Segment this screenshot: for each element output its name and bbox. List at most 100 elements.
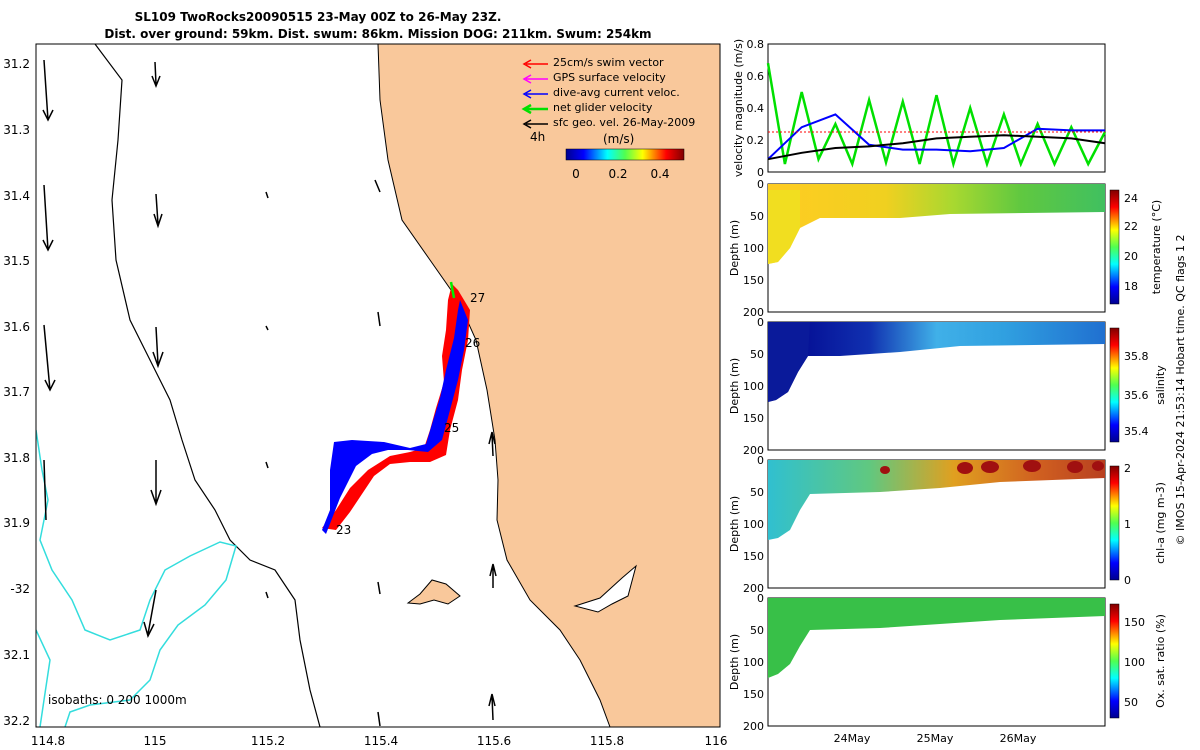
legend-item: sfc geo. vel. 26-May-2009 xyxy=(553,116,695,129)
estuary xyxy=(573,564,637,613)
map-y-tick: 31.5 xyxy=(3,254,30,268)
day-label-23: 23 xyxy=(336,523,351,537)
map-y-tick: 32.1 xyxy=(3,648,30,662)
velocity-lines xyxy=(766,62,1107,169)
map-y-tick: 31.7 xyxy=(3,385,30,399)
depth-tick: 50 xyxy=(750,348,764,361)
depth-tick: 50 xyxy=(750,486,764,499)
depth-tick: 0 xyxy=(757,454,764,467)
depth-tick: 150 xyxy=(743,274,764,287)
velocity-panel: 0 0.2 0.4 0.6 0.8 velocity magnitude (m/… xyxy=(732,38,1107,179)
legend-item: net glider velocity xyxy=(553,101,653,114)
section-colorbar-labels: 24 22 20 18 temperature (°C) 35.8 35.6 3… xyxy=(1124,192,1167,709)
footer-credit: © IMOS 15-Apr-2024 21:53:14 Hobart time.… xyxy=(1174,235,1187,546)
vel-y-tick: 0.8 xyxy=(747,38,765,51)
cbar-tick: 50 xyxy=(1124,696,1138,709)
velocity-series-line xyxy=(767,134,1106,161)
time-tick: 26May xyxy=(1000,732,1037,745)
depth-tick: 200 xyxy=(743,582,764,595)
depth-tick: 200 xyxy=(743,444,764,457)
sfc-geo-vectors xyxy=(42,59,497,727)
depth-tick: 0 xyxy=(757,178,764,191)
land-area xyxy=(377,44,720,727)
isobath-0-west xyxy=(36,629,51,727)
chla-colorbar xyxy=(1109,465,1120,581)
glider-track xyxy=(322,281,470,534)
vel-y-tick: 0.2 xyxy=(747,134,765,147)
cbar-tick: 0 xyxy=(1124,574,1131,587)
island xyxy=(406,579,461,605)
colorbar-unit: (m/s) xyxy=(603,132,634,146)
depth-tick: 200 xyxy=(743,720,764,733)
time-axis: 24May 25May 26May xyxy=(834,732,1037,745)
colorbar-tick: 0 xyxy=(572,167,580,181)
depth-tick: 150 xyxy=(743,412,764,425)
map-y-ticks: 31.2 31.3 31.4 31.5 31.6 31.7 31.8 31.9 … xyxy=(3,57,30,728)
depth-axes: 0 50 100 150 200 Depth (m) 0 50 100 150 … xyxy=(728,178,764,733)
map-y-tick: 31.3 xyxy=(3,123,30,137)
map-legend: 25cm/s swim vector GPS surface velocity … xyxy=(521,56,695,181)
map-y-tick: 31.8 xyxy=(3,451,30,465)
isobaths-label: isobaths: 0 200 1000m xyxy=(48,693,187,707)
map-x-tick: 115.6 xyxy=(477,734,511,748)
colorbar-tick: 0.2 xyxy=(608,167,627,181)
cbar-tick: 35.6 xyxy=(1124,389,1149,402)
map-x-tick: 115.4 xyxy=(364,734,398,748)
title-line-2: Dist. over ground: 59km. Dist. swum: 86k… xyxy=(104,27,651,41)
day-label-27: 27 xyxy=(470,291,485,305)
cbar-tick: 100 xyxy=(1124,656,1145,669)
depth-label: Depth (m) xyxy=(728,358,741,414)
map-y-tick: 31.9 xyxy=(3,516,30,530)
cbar-tick: 35.4 xyxy=(1124,425,1149,438)
day-label-26: 26 xyxy=(465,336,480,350)
velocity-series-line xyxy=(766,62,1107,169)
legend-item: 25cm/s swim vector xyxy=(553,56,664,69)
vel-y-tick: 0.4 xyxy=(747,102,765,115)
cbar-tick: 35.8 xyxy=(1124,350,1149,363)
isobath-1000 xyxy=(94,44,321,727)
legend-item: dive-avg current veloc. xyxy=(553,86,680,99)
map-x-tick: 115 xyxy=(144,734,167,748)
depth-tick: 200 xyxy=(743,306,764,319)
map-x-tick: 115.8 xyxy=(590,734,624,748)
colorbar-tick: 0.4 xyxy=(650,167,669,181)
time-tick: 25May xyxy=(917,732,954,745)
cbar-title: salinity xyxy=(1154,365,1167,405)
cbar-title: Ox. sat. ratio (%) xyxy=(1154,614,1167,708)
oxygen-colorbar xyxy=(1109,603,1120,719)
depth-tick: 150 xyxy=(743,688,764,701)
vel-y-tick: 0.6 xyxy=(747,70,765,83)
velocity-series-line xyxy=(767,113,1105,160)
chla-section xyxy=(767,459,1120,589)
depth-tick: 0 xyxy=(757,316,764,329)
isobath-200 xyxy=(36,429,237,727)
colorbar-interval: 4h xyxy=(530,130,545,144)
oxygen-section xyxy=(767,597,1120,727)
temperature-section xyxy=(767,183,1120,313)
depth-label: Depth (m) xyxy=(728,634,741,690)
map-y-tick: 32.2 xyxy=(3,714,30,728)
cbar-tick: 1 xyxy=(1124,518,1131,531)
cbar-tick: 20 xyxy=(1124,250,1138,263)
depth-tick: 50 xyxy=(750,210,764,223)
map-y-tick: -32 xyxy=(10,582,30,596)
salinity-section xyxy=(767,321,1120,451)
depth-tick: 50 xyxy=(750,624,764,637)
cbar-title: chl-a (mg m-3) xyxy=(1154,482,1167,564)
depth-tick: 100 xyxy=(743,656,764,669)
depth-tick: 100 xyxy=(743,242,764,255)
chla-hotspots xyxy=(880,460,1104,474)
map-x-ticks: 114.8 115 115.2 115.4 115.6 115.8 116 xyxy=(31,734,728,748)
map-y-tick: 31.4 xyxy=(3,189,30,203)
legend-item: GPS surface velocity xyxy=(553,71,666,84)
depth-tick: 150 xyxy=(743,550,764,563)
cbar-tick: 18 xyxy=(1124,280,1138,293)
depth-tick: 0 xyxy=(757,592,764,605)
vel-y-tick: 0 xyxy=(757,166,764,179)
day-label-25: 25 xyxy=(444,421,459,435)
cbar-tick: 24 xyxy=(1124,192,1138,205)
temperature-colorbar xyxy=(1109,189,1120,305)
cbar-tick: 22 xyxy=(1124,220,1138,233)
depth-tick: 100 xyxy=(743,380,764,393)
